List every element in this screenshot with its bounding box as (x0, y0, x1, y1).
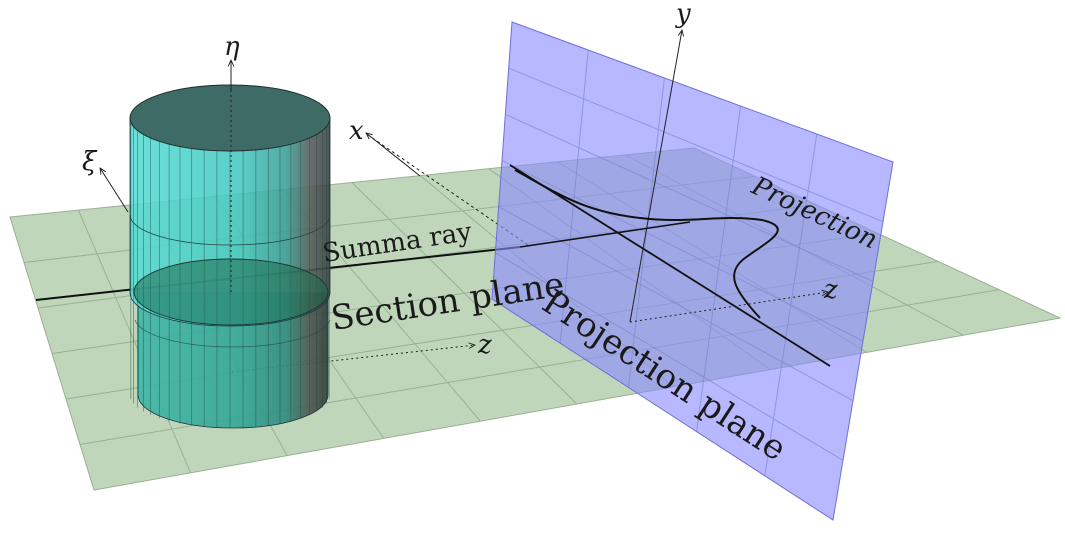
x-axis-arrow (366, 133, 421, 177)
projection-plane (491, 21, 894, 521)
z-label-section: z (477, 330, 492, 360)
projection-curve (514, 169, 779, 319)
z-label-projection: z (823, 275, 838, 305)
cylinder-axes (100, 60, 231, 292)
x-label: x (349, 116, 364, 146)
projection-axes (519, 30, 828, 323)
grid-line (498, 206, 854, 402)
grid-line (501, 160, 864, 342)
y-axis (629, 30, 682, 323)
eta-label: η (224, 32, 240, 62)
xi-label: ξ (82, 147, 98, 177)
summa-ray-continuation (519, 221, 691, 248)
grid-line (505, 113, 874, 282)
plane-intersection-line (509, 164, 831, 367)
y-label: y (675, 0, 691, 29)
grid-line (508, 67, 884, 223)
projection-plane-grid (495, 49, 884, 476)
grid-line (495, 252, 844, 461)
xi-axis-arrow (100, 168, 129, 213)
z-axis-projection (629, 292, 828, 323)
cylinder-top (129, 84, 331, 152)
cylinder (129, 84, 331, 429)
